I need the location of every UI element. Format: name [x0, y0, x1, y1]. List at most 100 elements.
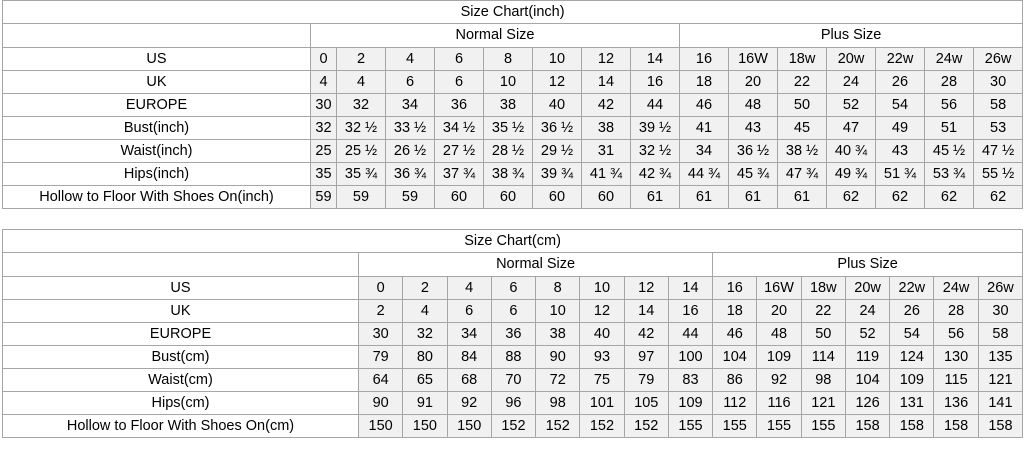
data-cell: 42 — [581, 93, 631, 117]
cm-chart: Size Chart(cm) Normal Size Plus Size US 0 2 4 6… — [1, 229, 1024, 438]
data-cell: 135 — [977, 345, 1024, 369]
data-cell: 20 — [756, 299, 802, 323]
charts-container: Size Chart(inch) Normal Size Plus Size US 0 2… — [1, 0, 1024, 438]
data-cell: 47 ½ — [972, 139, 1024, 163]
data-cell: 152 — [623, 414, 669, 438]
data-cell: 10 — [535, 299, 581, 323]
data-cell: 25 — [310, 139, 337, 163]
data-cell: 84 — [446, 345, 492, 369]
data-cell: 0 — [357, 276, 404, 300]
data-cell: 4 — [402, 299, 448, 323]
table-row: Hips(cm) 90 91 92 96 98 101 105 109 112 116 121 126 1… — [2, 391, 1024, 415]
data-cell: 50 — [800, 322, 846, 346]
data-cell: 30 — [972, 70, 1024, 94]
data-cell: 53 — [972, 116, 1024, 140]
data-cell: 92 — [446, 391, 492, 415]
table-row: Waist(cm) 64 65 68 70 72 75 79 83 86 92 98 104 109 115… — [2, 368, 1024, 392]
data-cell: 62 — [875, 185, 925, 209]
data-cell: 90 — [357, 391, 404, 415]
data-cell: 34 — [446, 322, 492, 346]
row-label: Waist(cm) — [2, 368, 359, 392]
data-cell: 44 — [667, 322, 714, 346]
data-cell: 52 — [844, 322, 891, 346]
data-cell: 48 — [756, 322, 802, 346]
data-cell: 26w — [977, 276, 1024, 300]
data-cell: 44 ¾ — [679, 162, 729, 186]
data-cell: 22w — [889, 276, 935, 300]
data-cell: 16 — [679, 47, 729, 71]
data-cell: 18w — [777, 47, 827, 71]
chart-title: Size Chart(inch) — [1, 0, 1024, 24]
data-cell: 83 — [667, 368, 714, 392]
data-cell: 12 — [581, 47, 631, 71]
data-cell: 4 — [336, 70, 386, 94]
data-cell: 39 ¾ — [532, 162, 582, 186]
data-cell: 72 — [535, 368, 581, 392]
row-label: EUROPE — [2, 322, 359, 346]
data-cell: 10 — [532, 47, 582, 71]
data-cell: 56 — [933, 322, 979, 346]
data-cell: 112 — [712, 391, 758, 415]
data-cell: 34 — [385, 93, 435, 117]
data-cell: 100 — [667, 345, 714, 369]
data-cell: 79 — [357, 345, 404, 369]
data-cell: 104 — [712, 345, 758, 369]
data-cell: 97 — [623, 345, 669, 369]
data-cell: 52 — [826, 93, 876, 117]
table-row: Bust(inch) 32 32 ½ 33 ½ 34 ½ 35 ½ 36 ½ 38 39 ½ 41… — [2, 116, 1024, 140]
data-cell: 20w — [826, 47, 876, 71]
data-cell: 152 — [579, 414, 625, 438]
data-cell: 116 — [756, 391, 802, 415]
inch-chart: Size Chart(inch) Normal Size Plus Size US 0 2… — [1, 0, 1024, 209]
data-cell: 61 — [679, 185, 729, 209]
data-cell: 16 — [630, 70, 680, 94]
data-cell: 64 — [357, 368, 404, 392]
data-cell: 70 — [490, 368, 537, 392]
data-cell: 45 — [777, 116, 827, 140]
data-cell: 28 — [924, 70, 974, 94]
data-cell: 62 — [972, 185, 1024, 209]
data-cell: 86 — [712, 368, 758, 392]
data-cell: 51 ¾ — [875, 162, 925, 186]
data-cell: 60 — [434, 185, 484, 209]
data-cell: 35 — [310, 162, 337, 186]
data-cell: 130 — [933, 345, 979, 369]
data-cell: 32 — [402, 322, 448, 346]
row-label: Hips(cm) — [2, 391, 359, 415]
data-cell: 60 — [532, 185, 582, 209]
data-cell: 58 — [977, 322, 1024, 346]
data-cell: 158 — [889, 414, 935, 438]
data-cell: 152 — [535, 414, 581, 438]
data-cell: 12 — [579, 299, 625, 323]
data-cell: 43 — [728, 116, 778, 140]
group-header-spacer — [2, 23, 311, 48]
data-cell: 42 — [623, 322, 669, 346]
data-cell: 14 — [630, 47, 680, 71]
data-cell: 38 — [535, 322, 581, 346]
data-cell: 22 — [777, 70, 827, 94]
data-cell: 79 — [623, 368, 669, 392]
data-cell: 50 — [777, 93, 827, 117]
row-label: Hollow to Floor With Shoes On(cm) — [2, 414, 359, 438]
data-cell: 41 — [679, 116, 729, 140]
data-cell: 46 — [679, 93, 729, 117]
data-cell: 98 — [800, 368, 846, 392]
data-cell: 54 — [889, 322, 935, 346]
row-label: US — [2, 47, 311, 71]
data-cell: 47 ¾ — [777, 162, 827, 186]
data-cell: 59 — [310, 185, 337, 209]
data-cell: 2 — [357, 299, 404, 323]
data-cell: 41 ¾ — [581, 162, 631, 186]
data-cell: 49 ¾ — [826, 162, 876, 186]
data-cell: 28 — [933, 299, 979, 323]
data-cell: 40 — [532, 93, 582, 117]
data-cell: 59 — [336, 185, 386, 209]
chart-title: Size Chart(cm) — [1, 229, 1024, 253]
data-cell: 109 — [756, 345, 802, 369]
data-cell: 22 — [800, 299, 846, 323]
data-cell: 80 — [402, 345, 448, 369]
row-label: Bust(inch) — [2, 116, 311, 140]
data-cell: 28 ½ — [483, 139, 533, 163]
table-row: Hips(inch) 35 35 ¾ 36 ¾ 37 ¾ 38 ¾ 39 ¾ 41 ¾ 42 ¾… — [2, 162, 1024, 186]
data-cell: 58 — [972, 93, 1024, 117]
